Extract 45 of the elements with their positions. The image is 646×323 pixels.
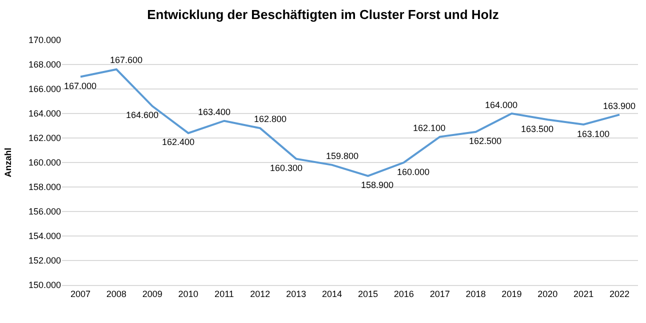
x-tick-label: 2019	[502, 288, 522, 299]
y-tick-label: 168.000	[28, 60, 61, 70]
data-label: 163.400	[198, 107, 231, 117]
x-tick-label: 2018	[466, 288, 486, 299]
y-tick-label: 156.000	[28, 206, 61, 217]
y-tick-label: 164.000	[28, 108, 61, 119]
x-tick-label: 2012	[250, 288, 270, 299]
x-tick-label: 2011	[214, 288, 234, 299]
x-tick-label: 2022	[609, 288, 630, 299]
y-tick-label: 166.000	[28, 84, 61, 94]
x-tick-label: 2010	[178, 288, 198, 299]
data-label: 162.400	[162, 137, 195, 147]
chart-title: Entwicklung der Beschäftigten im Cluster Forst und Holz	[147, 6, 500, 22]
x-tick-label: 2020	[538, 288, 558, 299]
y-tick-label: 160.000	[28, 158, 61, 168]
x-tick-label: 2015	[358, 288, 378, 299]
data-label: 163.500	[521, 124, 554, 134]
data-label: 163.100	[577, 129, 610, 139]
x-tick-label: 2016	[394, 288, 414, 299]
data-label: 160.300	[270, 163, 303, 173]
x-tick-label: 2021	[574, 288, 594, 299]
y-tick-label: 170.000	[28, 35, 61, 46]
data-label: 162.800	[254, 114, 287, 124]
y-tick-label: 154.000	[28, 231, 61, 242]
data-label: 164.600	[126, 110, 159, 120]
y-tick-label: 150.000	[28, 280, 61, 290]
data-label: 163.900	[603, 101, 636, 111]
y-tick-label: 162.000	[28, 133, 61, 144]
y-tick-label: 158.000	[28, 182, 61, 192]
data-label: 160.000	[397, 167, 430, 177]
x-tick-label: 2007	[70, 288, 91, 299]
x-tick-label: 2008	[106, 288, 126, 299]
data-label: 162.100	[413, 123, 446, 133]
data-label: 162.500	[469, 136, 502, 146]
y-axis-title: Anzahl	[2, 148, 13, 178]
data-label: 167.000	[64, 81, 97, 91]
x-tick-label: 2009	[142, 288, 162, 299]
y-tick-label: 152.000	[28, 256, 61, 266]
data-label: 164.000	[485, 100, 518, 110]
data-label: 158.900	[361, 180, 394, 190]
data-label: 159.800	[326, 151, 359, 161]
data-label: 167.600	[110, 55, 143, 65]
x-tick-label: 2014	[322, 288, 342, 299]
x-tick-label: 2017	[430, 288, 450, 299]
x-tick-label: 2013	[286, 288, 306, 299]
